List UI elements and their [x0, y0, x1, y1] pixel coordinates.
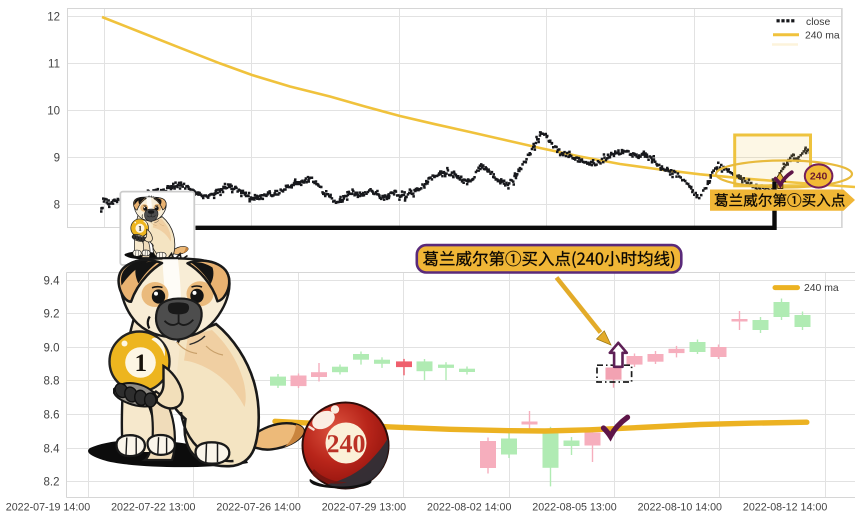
- svg-text:8.4: 8.4: [44, 444, 61, 456]
- svg-text:2022-07-22 13:00: 2022-07-22 13:00: [111, 502, 195, 514]
- svg-text:2022-07-19 14:00: 2022-07-19 14:00: [6, 502, 90, 514]
- svg-text:9.2: 9.2: [44, 309, 60, 321]
- svg-text:10: 10: [47, 106, 60, 118]
- svg-text:close: close: [806, 17, 830, 28]
- svg-text:12: 12: [47, 12, 60, 24]
- svg-text:8.6: 8.6: [44, 410, 60, 422]
- svg-text:2022-08-12 14:00: 2022-08-12 14:00: [743, 502, 827, 514]
- svg-text:11: 11: [48, 59, 60, 71]
- svg-text:2022-07-26 14:00: 2022-07-26 14:00: [216, 502, 300, 514]
- svg-text:8.8: 8.8: [44, 376, 60, 388]
- svg-text:9: 9: [54, 153, 60, 165]
- svg-text:2022-08-10 14:00: 2022-08-10 14:00: [638, 502, 722, 514]
- svg-text:240: 240: [810, 171, 828, 183]
- svg-text:2022-07-29 13:00: 2022-07-29 13:00: [322, 502, 406, 514]
- svg-text:2022-08-02 14:00: 2022-08-02 14:00: [427, 502, 511, 514]
- svg-text:2022-08-05 13:00: 2022-08-05 13:00: [532, 502, 616, 514]
- svg-text:8: 8: [54, 200, 60, 212]
- svg-text:9.0: 9.0: [44, 343, 60, 355]
- svg-text:9.4: 9.4: [44, 276, 61, 288]
- svg-text:240 ma: 240 ma: [804, 283, 839, 294]
- svg-text:8.2: 8.2: [44, 477, 60, 489]
- svg-text:240 ma: 240 ma: [805, 31, 840, 42]
